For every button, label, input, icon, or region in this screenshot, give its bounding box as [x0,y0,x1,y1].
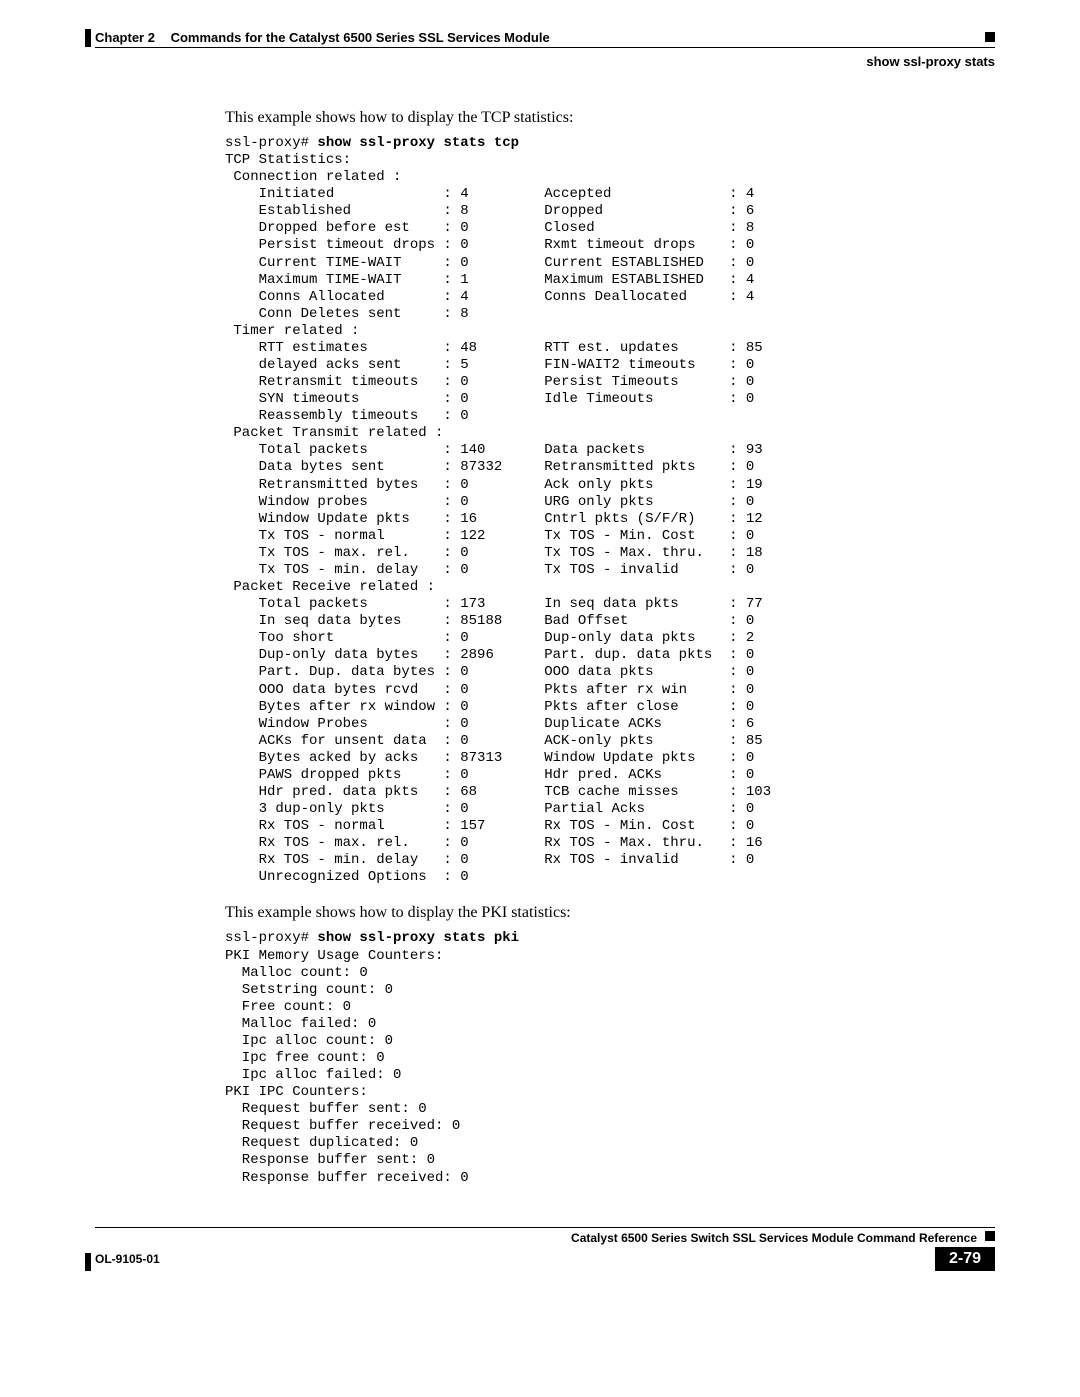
chapter-title: Commands for the Catalyst 6500 Series SS… [171,30,550,45]
tcp-intro-text: This example shows how to display the TC… [225,109,995,127]
chapter-line: Chapter 2 Commands for the Catalyst 6500… [95,30,550,45]
footer-doc-id: OL-9105-01 [95,1252,160,1266]
chapter-number: Chapter 2 [95,30,155,45]
tcp-stats-output: ssl-proxy# show ssl-proxy stats tcp TCP … [225,135,995,886]
pki-intro-text: This example shows how to display the PK… [225,904,995,922]
crop-mark-top-left [85,29,91,47]
pki-stats-output: ssl-proxy# show ssl-proxy stats pki PKI … [225,930,995,1186]
page-number-badge: 2-79 [935,1247,995,1271]
header-subtitle: show ssl-proxy stats [95,54,995,69]
footer-doc-title: Catalyst 6500 Series Switch SSL Services… [571,1231,977,1245]
crop-mark-bottom-left [85,1253,91,1271]
crop-mark-bottom-right [985,1231,995,1241]
page-header: Chapter 2 Commands for the Catalyst 6500… [95,30,995,48]
page-footer: Catalyst 6500 Series Switch SSL Services… [95,1227,995,1271]
crop-mark-top-right [985,32,995,42]
